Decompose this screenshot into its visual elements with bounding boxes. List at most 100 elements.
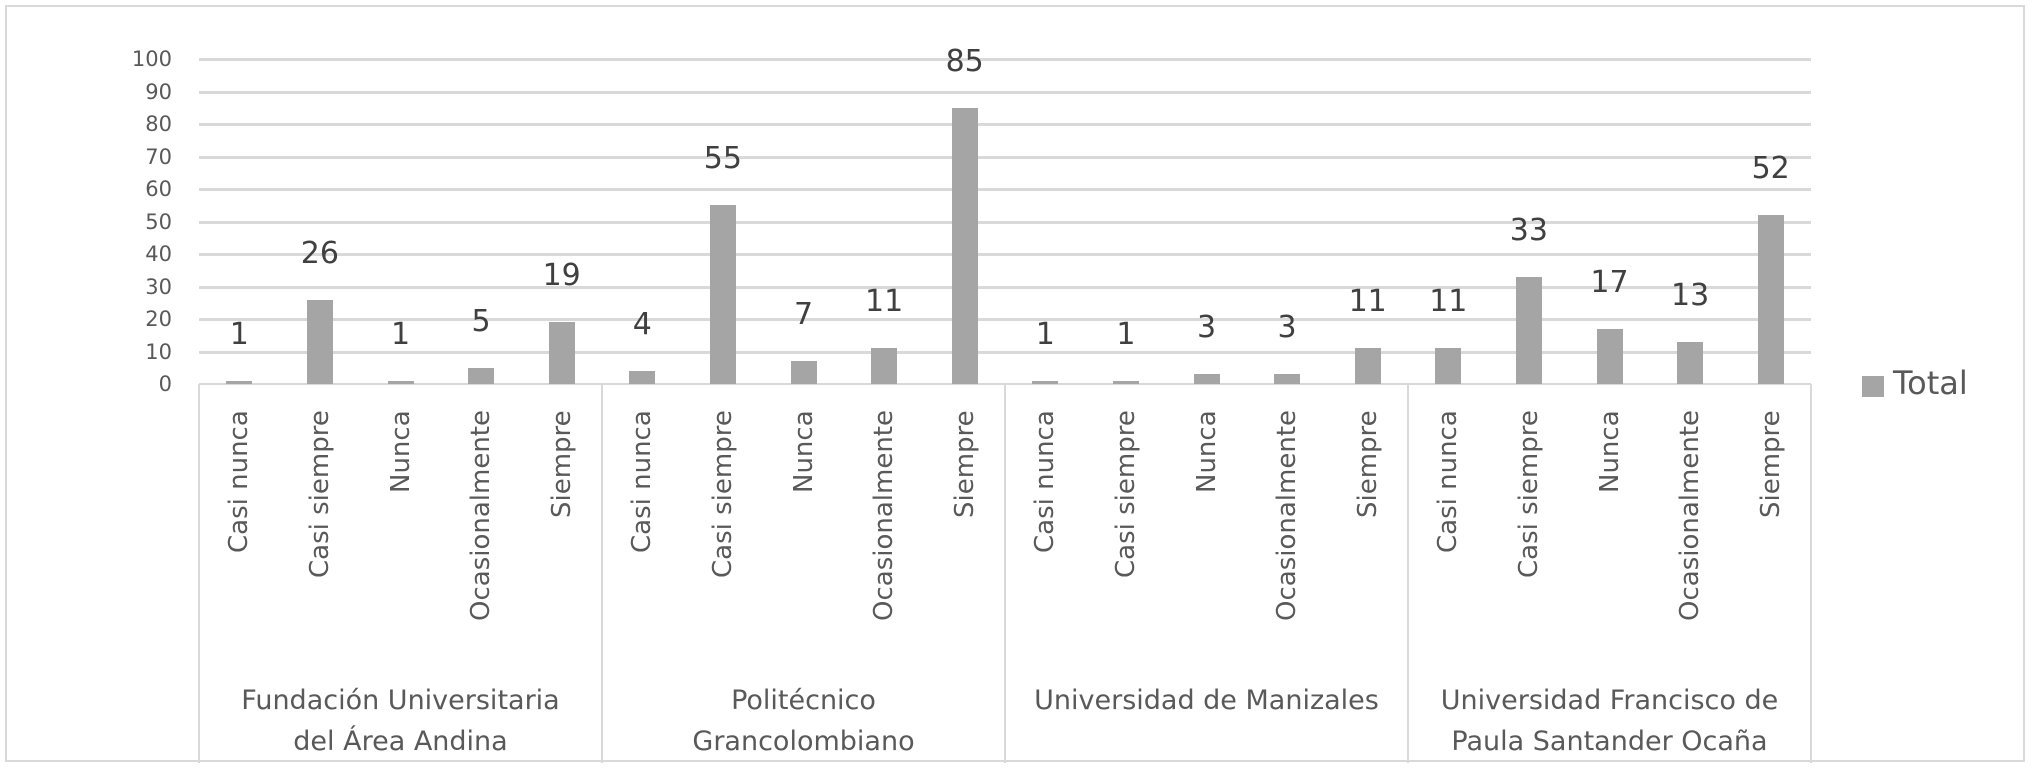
gridline (199, 253, 1811, 256)
y-axis-tick-label: 60 (145, 177, 172, 201)
bar[interactable] (306, 299, 333, 384)
bar[interactable] (871, 348, 898, 384)
data-label: 1 (1035, 316, 1055, 352)
bar[interactable] (548, 322, 575, 384)
chart-frame (5, 5, 2025, 762)
data-label: 19 (542, 258, 581, 294)
group-label: Universidad Francisco de Paula Santander … (1408, 680, 1811, 762)
legend: Total (1862, 366, 1968, 400)
category-label: Siempre (1755, 410, 1786, 518)
category-label: Nunca (788, 410, 819, 493)
group-separator (1407, 384, 1409, 763)
y-axis-tick-label: 90 (145, 79, 172, 104)
data-label: 4 (632, 307, 652, 342)
data-label: 5 (471, 303, 491, 339)
bar[interactable] (1757, 215, 1784, 384)
data-label: 11 (1348, 284, 1387, 320)
bar[interactable] (226, 380, 253, 384)
gridline (199, 285, 1811, 289)
y-axis-tick-label: 80 (145, 112, 172, 136)
data-label: 3 (1196, 310, 1217, 346)
category-label: Nunca (1191, 410, 1222, 493)
bar[interactable] (468, 367, 495, 384)
data-label: 1 (229, 316, 249, 352)
y-axis-tick-label: 10 (145, 339, 172, 364)
gridline (199, 155, 1811, 159)
y-axis-tick-label: 100 (131, 47, 172, 71)
data-label: 33 (1509, 212, 1548, 248)
group-separator (1004, 384, 1006, 763)
group-label-line: Fundación Universitaria (241, 685, 560, 716)
bar[interactable] (790, 361, 817, 384)
bar[interactable] (629, 371, 656, 384)
y-axis-tick-label: 70 (145, 144, 172, 169)
bar[interactable] (1112, 380, 1139, 384)
data-label: 55 (703, 141, 742, 177)
bar[interactable] (1596, 328, 1623, 384)
group-label-line: Politécnico (731, 685, 876, 716)
category-label: Siempre (949, 410, 980, 518)
group-separator (198, 384, 200, 763)
data-label: 3 (1277, 310, 1297, 346)
gridline (199, 188, 1811, 191)
group-label-line: del Área Andina (293, 726, 508, 757)
gridline (199, 90, 1811, 94)
bar[interactable] (1274, 374, 1301, 384)
category-label: Ocasionalmente (1675, 410, 1706, 621)
bar[interactable] (1435, 348, 1462, 384)
y-axis-tick-label: 50 (145, 209, 172, 234)
data-label: 11 (1429, 284, 1468, 320)
bar[interactable] (387, 380, 414, 384)
bar[interactable] (1193, 374, 1220, 384)
category-label: Nunca (385, 410, 416, 493)
category-label: Casi nunca (1433, 410, 1464, 553)
data-label: 1 (390, 316, 411, 352)
bar[interactable] (951, 107, 978, 384)
group-label-line: Paula Santander Ocaña (1451, 726, 1768, 757)
category-label: Casi nunca (1030, 410, 1061, 553)
legend-label-total: Total (1893, 364, 1968, 402)
gridline (199, 350, 1811, 354)
data-label: 52 (1751, 151, 1790, 186)
category-label: Ocasionalmente (1272, 410, 1303, 621)
data-label: 17 (1590, 264, 1629, 300)
data-label: 85 (945, 43, 984, 79)
gridline (199, 58, 1811, 61)
group-label-line: Universidad de Manizales (1034, 685, 1379, 716)
legend-swatch-total (1862, 375, 1884, 397)
gridline (199, 123, 1811, 126)
category-label: Ocasionalmente (466, 410, 497, 621)
y-axis-tick-label: 0 (158, 372, 172, 396)
group-separator (1810, 384, 1812, 763)
data-label: 7 (793, 297, 814, 333)
category-label: Casi nunca (224, 410, 255, 553)
category-label: Nunca (1594, 410, 1625, 493)
group-label-line: Grancolombiano (692, 726, 915, 757)
group-label: Universidad de Manizales (1005, 680, 1408, 721)
y-axis-tick-label: 30 (145, 274, 172, 299)
category-label: Casi siempre (707, 410, 738, 578)
bar[interactable] (1354, 348, 1381, 384)
bar[interactable] (709, 205, 736, 384)
data-label: 26 (300, 235, 339, 271)
group-label: Politécnico Grancolombiano (602, 680, 1005, 762)
data-label: 13 (1671, 277, 1710, 313)
group-label-line: Universidad Francisco de (1440, 685, 1779, 716)
group-label: Fundación Universitaria del Área Andina (199, 680, 602, 762)
y-axis-tick-label: 40 (145, 242, 172, 266)
data-label: 1 (1116, 316, 1136, 352)
gridline (199, 220, 1811, 224)
category-label: Siempre (1352, 410, 1383, 518)
gridline (199, 318, 1811, 321)
bar[interactable] (1515, 276, 1542, 384)
category-label: Casi siempre (1513, 410, 1544, 578)
bar[interactable] (1677, 341, 1704, 384)
group-separator (601, 384, 603, 763)
category-label: Casi siempre (304, 410, 335, 578)
category-label: Casi nunca (627, 410, 658, 553)
category-label: Casi siempre (1110, 410, 1141, 578)
category-label: Siempre (546, 410, 577, 518)
data-label: 11 (865, 284, 904, 320)
bar[interactable] (1032, 380, 1059, 384)
